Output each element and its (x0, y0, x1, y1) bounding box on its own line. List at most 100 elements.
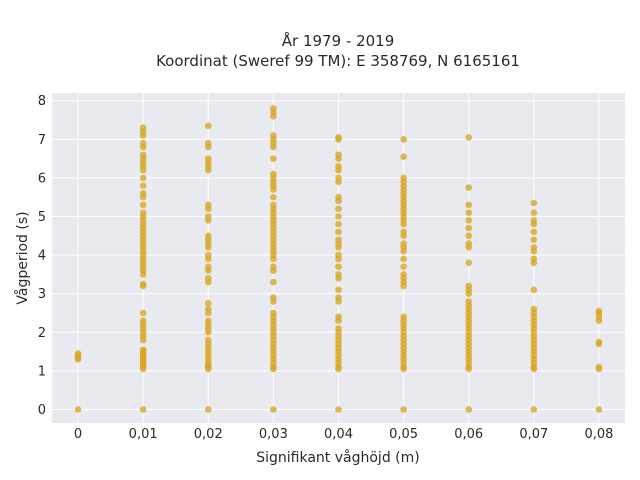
data-point (270, 406, 277, 413)
data-point (270, 155, 277, 162)
data-point (530, 406, 538, 413)
data-point (204, 201, 212, 209)
data-point (335, 220, 342, 228)
y-axis-label: Vågperiod (s) (14, 211, 31, 304)
data-point (530, 244, 538, 251)
data-point (204, 336, 212, 344)
data-point (270, 294, 277, 301)
data-point (335, 205, 342, 213)
y-tick-label: 4 (38, 249, 46, 264)
data-point (204, 317, 212, 325)
x-tick-label: 0,02 (194, 427, 223, 442)
data-point (530, 209, 538, 216)
data-point (335, 406, 342, 413)
data-point (139, 346, 147, 353)
data-point (270, 309, 277, 317)
y-tick-label: 3 (38, 287, 46, 302)
data-point (139, 190, 147, 197)
data-point (465, 134, 473, 141)
data-point (335, 313, 342, 321)
data-point (465, 184, 473, 191)
data-point (204, 232, 212, 240)
data-point (139, 139, 147, 147)
y-tick-label: 7 (38, 133, 46, 148)
x-tick-label: 0,06 (454, 427, 483, 442)
data-point (204, 305, 212, 313)
data-point (465, 217, 473, 224)
data-point (335, 213, 342, 220)
data-point (335, 271, 342, 278)
y-tick-label: 1 (38, 364, 46, 379)
data-point (530, 255, 538, 263)
data-point (335, 263, 342, 270)
data-point (400, 271, 407, 278)
y-tick-label: 5 (38, 210, 46, 225)
data-point (139, 209, 147, 216)
data-point (270, 201, 277, 209)
data-point (139, 317, 147, 325)
data-point (400, 174, 407, 182)
data-point (270, 170, 277, 178)
data-point (74, 406, 82, 413)
x-axis-label: Signifikant våghöjd (m) (256, 449, 419, 466)
data-point (139, 309, 147, 317)
data-point (139, 201, 147, 209)
data-point (400, 153, 407, 160)
data-point (204, 263, 212, 270)
data-points (74, 105, 603, 413)
y-tick-label: 8 (38, 94, 46, 109)
data-point (400, 406, 407, 413)
data-point (465, 406, 473, 413)
data-point (465, 282, 473, 290)
data-point (270, 105, 277, 112)
data-point (335, 228, 342, 236)
x-tick-label: 0,08 (584, 427, 613, 442)
data-point (530, 217, 538, 224)
data-point (204, 155, 212, 162)
data-point (204, 274, 212, 282)
x-tick-label: 0,03 (259, 427, 288, 442)
data-point (465, 232, 473, 240)
data-point (465, 224, 473, 232)
data-point (139, 280, 147, 288)
data-point (270, 278, 277, 286)
data-point (204, 213, 212, 220)
data-point (530, 305, 538, 313)
data-point (465, 259, 473, 267)
x-tick-label: 0,04 (324, 427, 353, 442)
data-point (335, 236, 342, 243)
data-point (530, 236, 538, 243)
chart-title-line1: År 1979 - 2019 (282, 31, 395, 50)
data-point (465, 201, 473, 209)
data-point (530, 199, 538, 207)
data-point (74, 350, 82, 357)
chart-title-line2: Koordinat (Sweref 99 TM): E 358769, N 61… (156, 52, 520, 70)
data-point (204, 251, 212, 259)
data-point (139, 406, 147, 413)
data-point (595, 363, 603, 371)
data-point (270, 263, 277, 270)
x-tick-labels: 0 0,01 0,02 0,03 0,04 0,05 0,06 0,07 0,08 (74, 427, 614, 442)
data-point (335, 294, 342, 301)
data-point (204, 139, 212, 147)
data-point (400, 136, 407, 143)
data-point (595, 307, 603, 315)
data-point (465, 209, 473, 216)
data-point (139, 174, 147, 182)
data-point (595, 406, 603, 413)
data-point (335, 193, 342, 201)
data-point (530, 228, 538, 236)
data-point (400, 313, 407, 321)
x-tick-label: 0,01 (129, 427, 158, 442)
x-tick-label: 0,07 (519, 427, 548, 442)
data-point (335, 163, 342, 170)
y-tick-label: 6 (38, 171, 46, 186)
data-point (139, 182, 147, 189)
data-point (139, 124, 147, 132)
data-point (204, 406, 212, 413)
data-point (400, 255, 407, 263)
data-point (335, 134, 342, 141)
data-point (139, 151, 147, 159)
data-point (465, 240, 473, 247)
y-tick-label: 2 (38, 326, 46, 341)
